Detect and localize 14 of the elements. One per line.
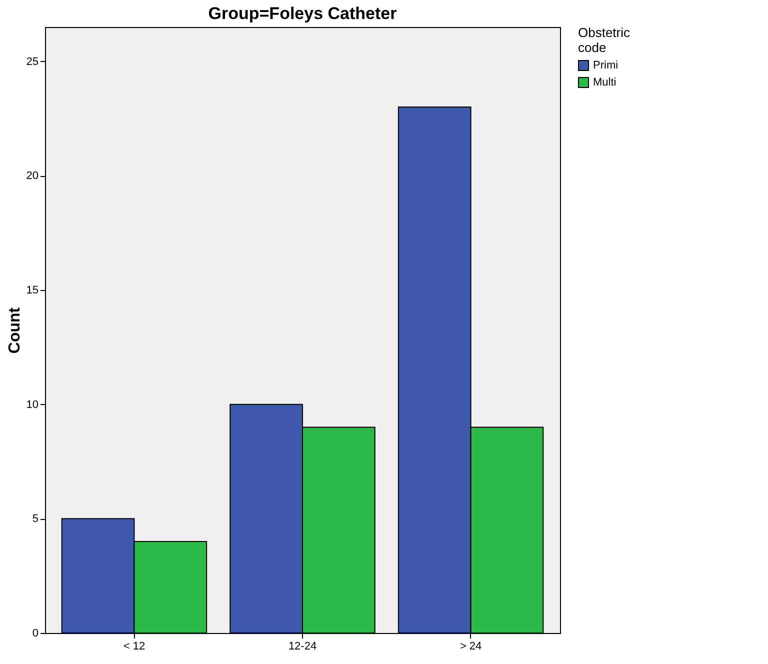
y-tick-label: 5 [32,513,38,526]
y-tick-label: 0 [32,628,38,640]
y-tick-label: 15 [26,284,38,296]
y-axis-title: Count [6,306,24,354]
legend-title: Obstetric code [578,25,631,55]
x-tick-label: < 12 [123,640,146,652]
y-tick-label: 20 [26,170,38,182]
y-tick-label: 25 [26,56,38,68]
legend-label: Multi [593,76,616,88]
chart-title: Group=Foleys Catheter [208,4,398,23]
legend-label: Primi [593,60,618,72]
x-tick-label: 12-24 [288,640,317,652]
x-tick-label: > 24 [460,640,482,652]
y-tick-label: 10 [26,398,38,411]
